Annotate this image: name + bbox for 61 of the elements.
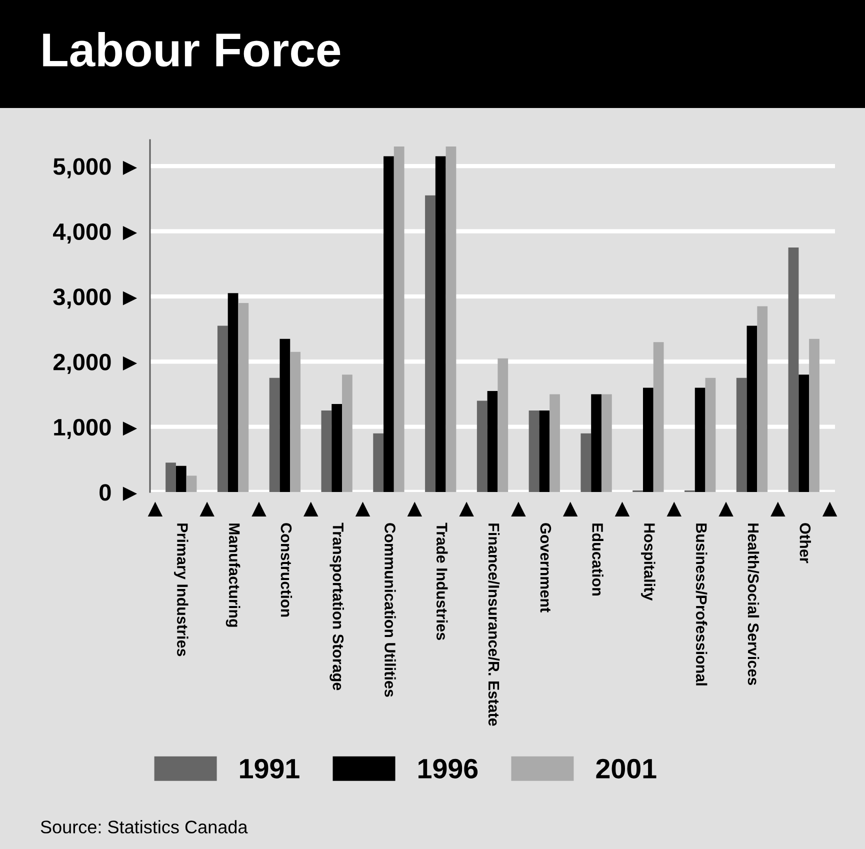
bar xyxy=(653,342,664,492)
bar xyxy=(580,433,592,492)
bar xyxy=(788,248,799,492)
bar xyxy=(394,146,404,492)
bar xyxy=(290,352,300,492)
bar xyxy=(373,433,384,492)
bar xyxy=(384,156,394,492)
bar xyxy=(591,394,602,492)
bar xyxy=(332,404,342,492)
x-tick-label: Hospitality xyxy=(641,524,656,601)
bar xyxy=(228,293,238,492)
x-tick-label: Education xyxy=(592,524,604,596)
bar xyxy=(694,388,706,492)
x-tick-label: Transportation Storage xyxy=(330,522,344,690)
x-tick-label: Business/Professional xyxy=(696,524,708,686)
bar xyxy=(217,326,228,492)
bar xyxy=(321,410,332,492)
y-tick-label: 1,000 ► xyxy=(54,418,138,440)
y-tick-label: 5,000 ► xyxy=(53,158,138,178)
x-tick-label: Communication Utilities xyxy=(384,523,396,697)
bar xyxy=(798,374,810,492)
bar xyxy=(642,388,654,492)
x-tick-label: Government xyxy=(540,523,552,612)
legend-label: 1991 xyxy=(240,758,300,779)
bar xyxy=(601,394,612,492)
x-tick-label: Trade Industries xyxy=(436,522,448,640)
bar xyxy=(435,156,446,492)
y-tick-label: 4,000 ► xyxy=(53,223,138,244)
bar xyxy=(736,378,747,492)
x-tick-label: Construction xyxy=(280,523,292,617)
bar xyxy=(528,410,540,492)
bar xyxy=(166,462,176,492)
bar xyxy=(269,378,280,492)
legend-label: 1996 xyxy=(418,758,478,779)
source-note: Source: Statistics Canada xyxy=(40,820,248,834)
chart-title: Labour Force xyxy=(43,32,340,67)
bar xyxy=(757,306,768,492)
bar xyxy=(342,374,352,492)
bar xyxy=(446,146,456,492)
bar xyxy=(425,195,436,492)
bar xyxy=(498,358,508,492)
y-tick-label: 2,000 ► xyxy=(53,354,138,374)
bar xyxy=(280,338,290,492)
bar xyxy=(238,302,249,492)
bar xyxy=(186,476,197,492)
bar xyxy=(746,326,758,492)
x-tick-label: Other xyxy=(800,523,811,564)
bar xyxy=(539,410,550,492)
bar xyxy=(487,390,498,492)
bar xyxy=(476,400,488,492)
bar xyxy=(176,466,186,492)
bar xyxy=(550,394,560,492)
x-tick-label: Manufacturing xyxy=(226,524,240,627)
x-tick-label: Finance/Insurance/R. Estate xyxy=(488,524,500,726)
x-tick-label: Primary Industries xyxy=(174,524,188,656)
y-tick-label: 0 ► xyxy=(100,484,138,501)
bar xyxy=(809,338,820,492)
bar xyxy=(705,378,716,492)
y-tick-label: 3,000 ► xyxy=(53,288,138,309)
legend-label: 2001 xyxy=(596,758,656,779)
x-tick-label: Health/Social Services xyxy=(748,524,760,685)
